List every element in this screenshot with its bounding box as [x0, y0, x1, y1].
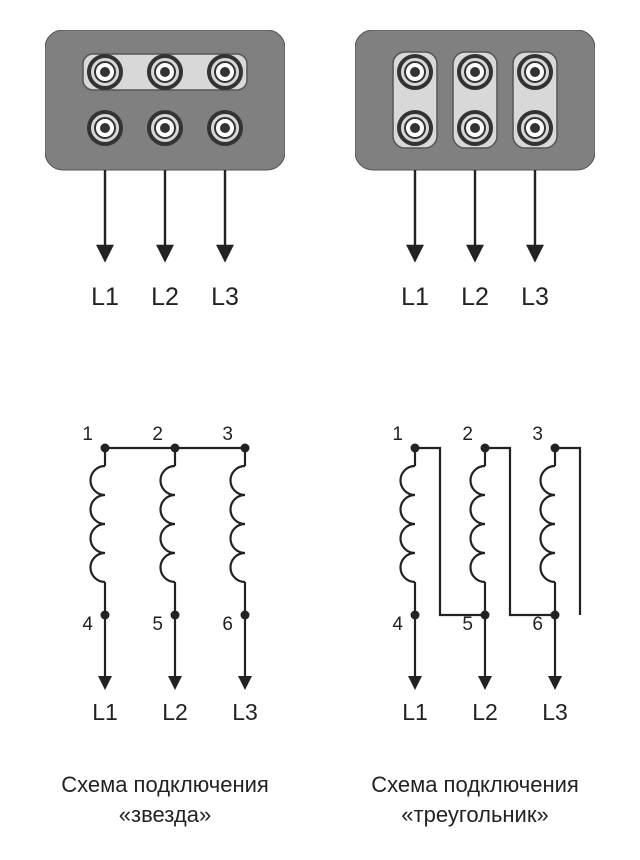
caption-line: Схема подключения — [61, 772, 269, 797]
node-label: 4 — [392, 614, 403, 635]
caption-star: Схема подключения «звезда» — [25, 770, 305, 829]
phase-label: L1 — [92, 699, 118, 725]
node-label: 2 — [152, 424, 163, 445]
phase-label: L2 — [461, 283, 489, 311]
caption-line: «треугольник» — [401, 802, 548, 827]
node-label: 1 — [392, 424, 403, 445]
phase-label: L1 — [401, 283, 429, 311]
terminal-box-delta: L1 L2 L3 — [355, 30, 595, 350]
node-label: 6 — [532, 614, 543, 635]
phase-label: L3 — [521, 283, 549, 311]
schematic-delta: 1 2 3 4 5 6 L1 L2 L3 — [345, 420, 625, 750]
caption-line: Схема подключения — [371, 772, 579, 797]
node-label: 2 — [462, 424, 473, 445]
node-label: 4 — [82, 614, 93, 635]
phase-label: L2 — [472, 699, 498, 725]
caption-line: «звезда» — [119, 802, 211, 827]
page: L1 L2 L3 L1 L2 L3 — [0, 0, 640, 860]
phase-label: L3 — [211, 283, 239, 311]
node-label: 5 — [462, 614, 473, 635]
phase-label: L3 — [542, 699, 568, 725]
terminal-box-star: L1 L2 L3 — [45, 30, 285, 350]
phase-label: L3 — [232, 699, 258, 725]
phase-label: L1 — [91, 283, 119, 311]
schematic-star: 1 2 3 4 5 6 L1 L2 L3 — [35, 420, 295, 750]
node-label: 3 — [532, 424, 543, 445]
phase-label: L2 — [151, 283, 179, 311]
node-label: 3 — [222, 424, 233, 445]
caption-delta: Схема подключения «треугольник» — [335, 770, 615, 829]
phase-label: L1 — [402, 699, 428, 725]
node-label: 5 — [152, 614, 163, 635]
phase-label: L2 — [162, 699, 188, 725]
node-label: 1 — [82, 424, 93, 445]
node-label: 6 — [222, 614, 233, 635]
